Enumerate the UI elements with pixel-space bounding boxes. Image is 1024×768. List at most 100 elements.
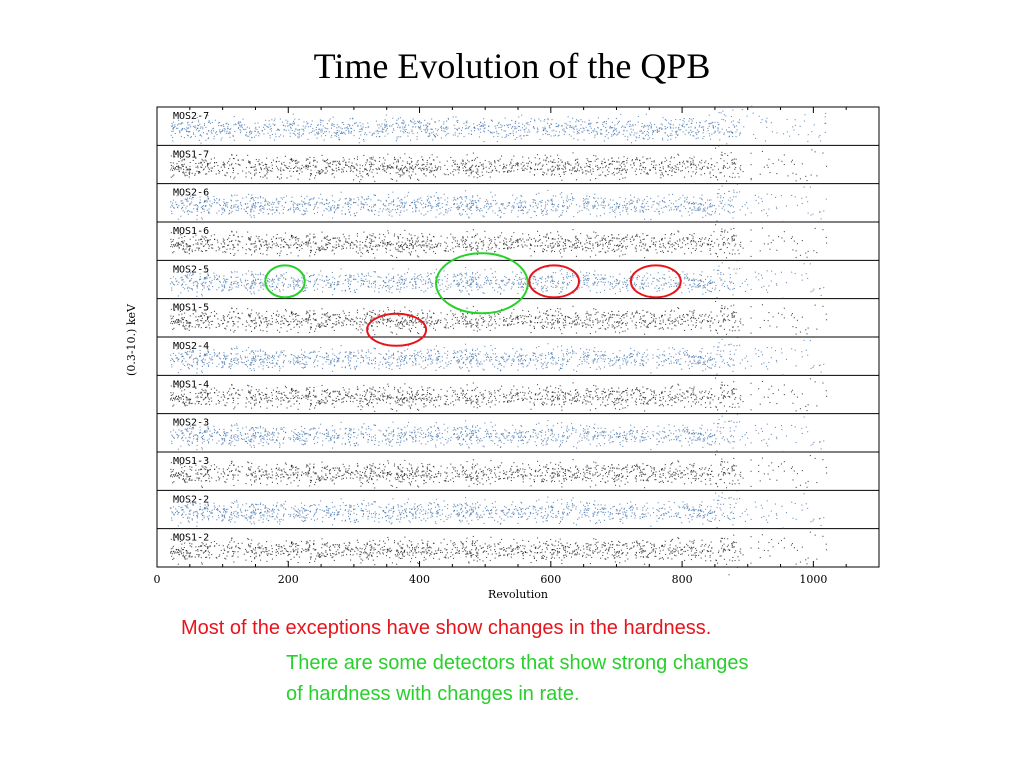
data-point: [495, 246, 497, 248]
data-point: [314, 205, 316, 207]
data-point: [565, 244, 567, 246]
data-point: [537, 164, 539, 166]
data-point: [469, 167, 471, 169]
data-point: [692, 238, 694, 240]
data-point: [642, 238, 644, 240]
data-point: [365, 202, 367, 204]
data-point: [179, 167, 181, 169]
data-point: [514, 127, 516, 129]
data-point: [765, 120, 767, 122]
data-point: [463, 209, 465, 211]
data-point: [262, 212, 264, 214]
data-point: [576, 128, 578, 130]
data-point: [614, 133, 616, 135]
data-point: [729, 197, 731, 199]
data-point: [465, 127, 467, 129]
data-point: [603, 213, 605, 215]
data-point: [625, 198, 627, 200]
data-point: [671, 156, 673, 158]
data-point: [470, 249, 472, 251]
data-point: [400, 251, 402, 253]
data-point: [590, 127, 592, 129]
data-point: [356, 241, 358, 243]
data-point: [400, 130, 402, 132]
data-point: [367, 196, 369, 198]
data-point: [504, 117, 506, 119]
data-point: [667, 166, 669, 168]
data-point: [617, 206, 619, 208]
data-point: [181, 160, 183, 162]
data-point: [335, 241, 337, 243]
data-point: [330, 124, 332, 126]
data-point: [440, 137, 442, 139]
data-point: [434, 136, 436, 138]
data-point: [418, 256, 420, 258]
data-point: [558, 216, 560, 218]
data-point: [312, 164, 314, 166]
data-point: [208, 239, 210, 241]
data-point: [468, 202, 470, 204]
data-point: [517, 125, 519, 127]
data-point: [690, 118, 692, 120]
data-point: [399, 200, 401, 202]
data-point: [569, 126, 571, 128]
data-point: [264, 199, 266, 201]
data-point: [521, 209, 523, 211]
data-point: [647, 249, 649, 251]
data-point: [255, 249, 257, 251]
data-point: [768, 235, 770, 237]
data-point: [616, 130, 618, 132]
data-point: [477, 246, 479, 248]
data-point: [403, 132, 405, 134]
data-point: [795, 256, 797, 258]
data-point: [260, 243, 262, 245]
data-point: [750, 240, 752, 242]
data-point: [297, 124, 299, 126]
data-point: [182, 202, 184, 204]
data-point: [392, 209, 394, 211]
data-point: [431, 206, 433, 208]
data-point: [238, 208, 240, 210]
data-point: [410, 243, 412, 245]
data-point: [807, 140, 809, 142]
data-point: [190, 245, 192, 247]
data-point: [721, 231, 723, 233]
data-point: [333, 246, 335, 248]
data-point: [488, 237, 490, 239]
data-point: [304, 204, 306, 206]
data-point: [614, 216, 616, 218]
data-point: [687, 161, 689, 163]
data-point: [825, 112, 827, 114]
data-point: [189, 131, 191, 133]
data-point: [669, 134, 671, 136]
data-point: [578, 246, 580, 248]
data-point: [676, 240, 678, 242]
data-point: [622, 161, 624, 163]
data-point: [494, 162, 496, 164]
data-point: [512, 204, 514, 206]
data-point: [583, 205, 585, 207]
data-point: [329, 163, 331, 165]
data-point: [620, 113, 622, 115]
data-point: [687, 160, 689, 162]
data-point: [497, 236, 499, 238]
data-point: [715, 147, 717, 149]
data-point: [682, 238, 684, 240]
data-point: [520, 195, 522, 197]
data-point: [307, 241, 309, 243]
data-point: [443, 121, 445, 123]
data-point: [441, 206, 443, 208]
data-point: [709, 171, 711, 173]
data-point: [510, 211, 512, 213]
data-point: [342, 157, 344, 159]
data-point: [396, 161, 398, 163]
data-point: [576, 162, 578, 164]
data-point: [601, 201, 603, 203]
data-point: [208, 208, 210, 210]
data-point: [650, 197, 652, 199]
data-point: [250, 198, 252, 200]
data-point: [705, 160, 707, 162]
data-point: [820, 140, 822, 142]
data-point: [354, 202, 356, 204]
data-point: [470, 200, 472, 202]
